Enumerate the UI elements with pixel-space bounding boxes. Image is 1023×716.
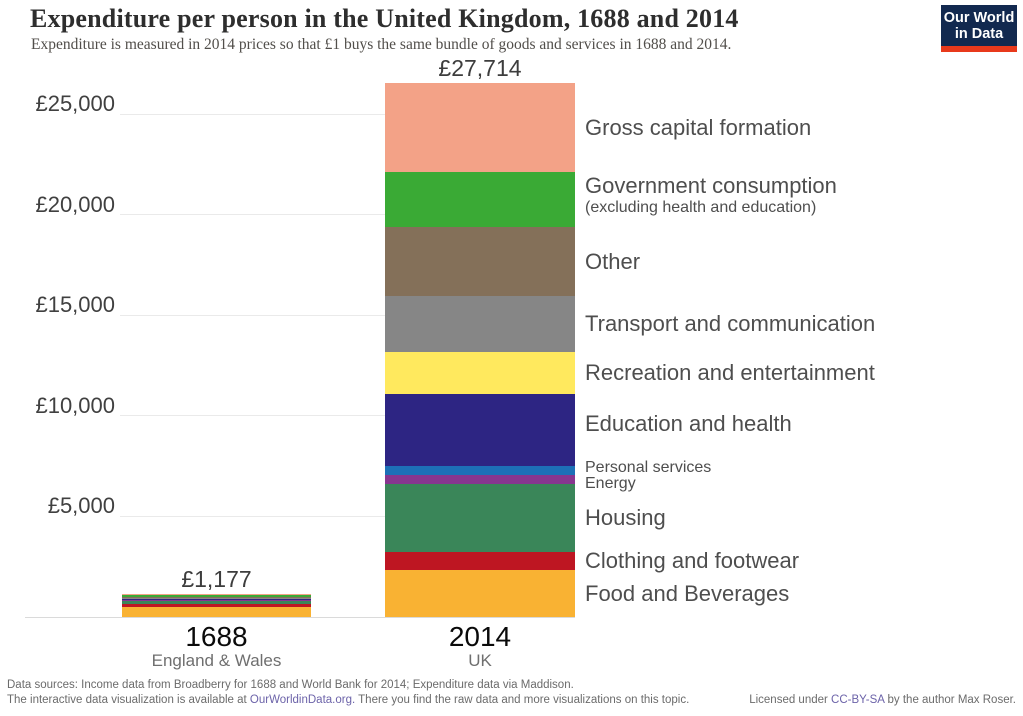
license-suffix: by the author Max Roser. [884,694,1017,706]
category-label-personal-services: Personal services [585,458,712,476]
category-label-education-and-health: Education and health [585,411,792,437]
gridline-20000 [120,214,575,215]
gridline-25000 [120,113,575,115]
segment-clothing-and-footwear-1688 [122,604,311,607]
segment-recreation-and-entertainment-2014 [385,352,575,395]
logo-box: Our World in Data [941,5,1017,46]
x-tick-label-1688: 1688 [185,621,248,652]
y-tick-label-15000: £15,000 [35,292,115,317]
x-tick-sublabel-1688: England & Wales [151,651,282,670]
x-tick-sublabel-2014: UK [468,651,492,670]
cc-by-sa-link[interactable]: CC-BY-SA [831,694,885,706]
chart-title: Expenditure per person in the United Kin… [30,4,739,33]
category-label-energy: Energy [585,474,636,492]
segment-personal-services-2014 [385,466,575,476]
logo-line1: Our World [943,9,1015,26]
segment-personal-services-1688 [122,599,311,601]
owid-link[interactable]: OurWorldinData.org. [249,694,356,706]
chart-footer: Data sources: Income data from Broadberr… [7,678,1016,708]
chart-subtitle: Expenditure is measured in 2014 prices s… [31,36,732,53]
footer-visualization-note: The interactive data visualization is av… [7,693,1016,708]
gridline-5000 [120,515,575,517]
segment-other-1688 [122,597,311,598]
segment-government-consumption-2014 [385,172,575,228]
footer-line2-prefix: The interactive data visualization is av… [7,694,250,706]
segment-energy-2014 [385,475,575,485]
footer-license: Licensed under CC-BY-SA by the author Ma… [749,693,1016,708]
segment-transport-and-communication-2014 [385,296,575,353]
category-sublabel-government-consumption: (excluding health and education) [585,198,817,216]
y-tick-label-20000: £20,000 [35,191,115,217]
segment-energy-1688 [122,600,311,601]
footer-line1: Data sources: Income data from Broadberr… [7,679,574,691]
segment-other-2014 [385,227,575,297]
owid-logo: Our World in Data [941,5,1017,52]
category-label-government-consumption: Government consumption (excluding health … [585,172,837,216]
segment-gross-capital-formation-2014 [385,83,575,173]
category-label-clothing-and-footwear: Clothing and footwear [585,548,800,574]
category-label-recreation-and-entertainment: Recreation and entertainment [585,360,875,386]
category-label-other: Other [585,248,641,274]
gridline-15000 [120,314,575,316]
footer-line2-suffix: There you find the raw data and more vis… [355,694,690,706]
x-axis-line [25,617,575,618]
category-label-food-and-beverages: Food and Beverages [585,580,790,606]
segment-clothing-and-footwear-2014 [385,552,575,571]
bar-total-label-1688: £1,177 [181,566,252,593]
segment-education-and-health-2014 [385,394,575,467]
gridline-10000 [120,415,575,416]
segment-housing-2014 [385,484,575,553]
footer-datasources: Data sources: Income data from Broadberr… [7,678,1016,693]
category-label-gross-capital-formation: Gross capital formation [585,114,812,140]
logo-line2: in Data [954,25,1004,42]
category-label-housing: Housing [585,505,666,531]
segment-transport-and-communication-1688 [122,597,311,599]
bar-total-label-2014: £27,714 [438,55,522,81]
segment-government-consumption-1688 [122,595,311,598]
segment-housing-1688 [122,600,311,605]
y-tick-label-10000: £10,000 [35,392,115,418]
logo-red-bar [941,46,1017,52]
category-label-transport-and-communication: Transport and communication [585,311,876,337]
license-prefix: Licensed under [749,694,832,706]
y-tick-label-5000: £5,000 [47,493,115,518]
segment-food-and-beverages-1688 [122,606,311,617]
y-tick-label-25000: £25,000 [35,91,115,116]
x-tick-label-2014: 2014 [448,621,512,652]
segment-gross-capital-formation-1688 [122,594,311,596]
segment-food-and-beverages-2014 [385,570,575,617]
